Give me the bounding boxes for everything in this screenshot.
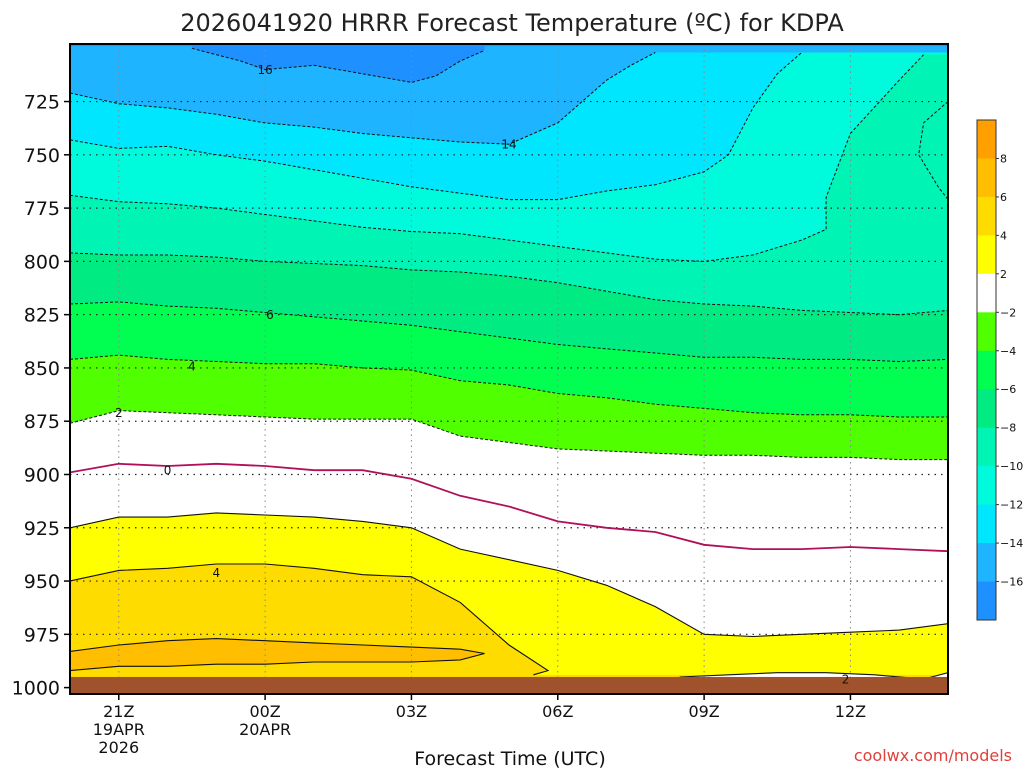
contour-line xyxy=(70,512,948,638)
contour-line xyxy=(70,252,948,316)
contour-labels: 4 2 0 2 4 6 14 16 xyxy=(115,63,850,687)
colorbar-legend: 8 6 4 2 −2 −4 −6 −8 −10 −12 −14 −16 xyxy=(976,119,1023,621)
colorbar-label: −14 xyxy=(1000,537,1023,550)
x-tick-label: 06Z xyxy=(542,702,573,721)
y-tick-label: 725 xyxy=(24,92,60,114)
colorbar-swatch xyxy=(977,504,996,544)
contour-line xyxy=(70,563,550,676)
x-tick-label: 20APR xyxy=(239,720,291,739)
colorbar-label: 4 xyxy=(1000,229,1007,242)
contour-line xyxy=(70,354,948,418)
colorbar-swatch xyxy=(977,235,996,275)
temperature-fill-bands xyxy=(70,44,948,694)
y-tick-label: 1000 xyxy=(12,678,60,700)
colorbar-swatch xyxy=(977,581,996,621)
colorbar-label: 6 xyxy=(1000,191,1007,204)
colorbar-swatch xyxy=(977,350,996,390)
y-tick-label: 800 xyxy=(24,251,60,273)
contour-label: 4 xyxy=(213,566,221,580)
x-tick-label: 03Z xyxy=(396,702,427,721)
grid-lines xyxy=(70,44,948,694)
colorbar-swatch xyxy=(977,427,996,467)
y-tick-label: 875 xyxy=(24,411,60,433)
ground-layer xyxy=(70,676,948,694)
fill-band xyxy=(70,638,485,671)
x-tick-label: 19APR xyxy=(93,720,145,739)
y-tick-label: 750 xyxy=(24,145,60,167)
colorbar-swatch xyxy=(977,389,996,429)
contour-label: 4 xyxy=(188,359,196,373)
contour-label: 16 xyxy=(257,63,272,77)
x-tick-label: 2026 xyxy=(98,738,139,757)
y-tick-label: 925 xyxy=(24,518,60,540)
x-tick-label: 12Z xyxy=(835,702,866,721)
contour-line xyxy=(70,54,924,262)
colorbar-label: 2 xyxy=(1000,268,1007,281)
x-tick-label: 09Z xyxy=(688,702,719,721)
y-tick-label: 950 xyxy=(24,571,60,593)
y-tick-label: 850 xyxy=(24,358,60,380)
colorbar-label: −10 xyxy=(1000,460,1023,473)
contour-line xyxy=(918,101,948,200)
colorbar-label: −4 xyxy=(1000,345,1016,358)
x-tick-label: 00Z xyxy=(249,702,280,721)
contour-label: 2 xyxy=(842,673,850,687)
contour-line xyxy=(70,301,948,363)
x-tick-label: 21Z xyxy=(103,702,134,721)
colorbar-label: −16 xyxy=(1000,576,1023,589)
colorbar-label: −2 xyxy=(1000,306,1016,319)
colorbar-label: 8 xyxy=(1000,152,1007,165)
y-tick-label: 975 xyxy=(24,624,60,646)
ground-fill xyxy=(70,676,948,694)
contour-line xyxy=(70,638,485,672)
contour-label: 2 xyxy=(115,406,123,420)
plot-frame xyxy=(69,43,949,695)
y-tick-label: 900 xyxy=(24,464,60,486)
colorbar-label: −8 xyxy=(1000,422,1016,435)
colorbar-swatch xyxy=(977,273,996,313)
y-tick-label: 775 xyxy=(24,198,60,220)
isotherm-contours xyxy=(70,47,948,680)
colorbar-swatch xyxy=(977,158,996,198)
colorbar-swatch xyxy=(977,196,996,236)
plot-area xyxy=(70,44,948,694)
colorbar-swatch xyxy=(977,312,996,352)
contour-label: 14 xyxy=(501,138,516,152)
credit-link[interactable]: coolwx.com/models xyxy=(854,746,1012,765)
y-axis-ticks: 725 750 775 800 825 850 875 900 925 950 975 1000 xyxy=(12,92,70,700)
contour-line xyxy=(70,462,948,553)
colorbar-swatch xyxy=(977,120,996,159)
y-tick-label: 825 xyxy=(24,305,60,327)
contour-label: 0 xyxy=(164,464,172,478)
colorbar-swatch xyxy=(977,543,996,583)
chart-title: 2026041920 HRRR Forecast Temperature (ºC… xyxy=(180,9,844,37)
contour-label: 6 xyxy=(266,308,274,322)
colorbar-frame xyxy=(976,119,997,621)
contour-line xyxy=(70,52,803,201)
colorbar-label: −12 xyxy=(1000,499,1023,512)
contour-line xyxy=(191,47,485,83)
contour-line xyxy=(70,410,948,461)
x-axis-label: Forecast Time (UTC) xyxy=(414,748,605,768)
colorbar-label: −6 xyxy=(1000,383,1016,396)
contour-line xyxy=(70,52,656,145)
colorbar-swatch xyxy=(977,466,996,506)
